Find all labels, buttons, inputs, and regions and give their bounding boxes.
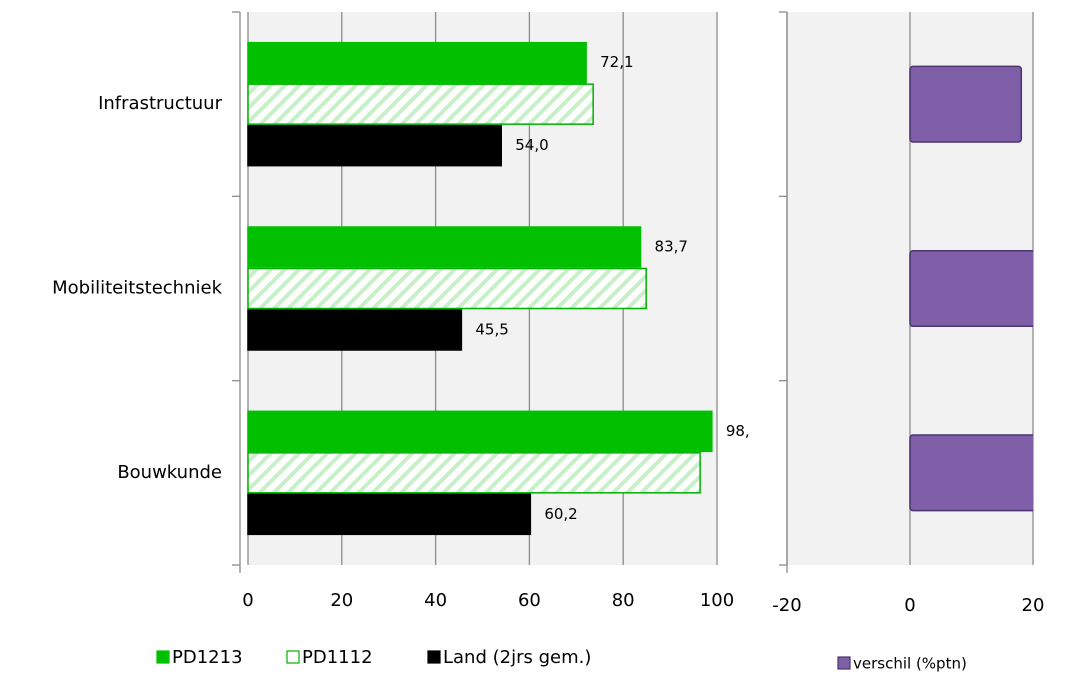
bars — [909, 65, 1033, 512]
bar — [247, 410, 713, 453]
legend-swatch — [156, 650, 170, 664]
bar — [247, 83, 594, 125]
value-label: 45,5 — [475, 321, 508, 339]
value-label: 98, — [726, 422, 750, 440]
value-label: 72,1 — [600, 53, 633, 71]
legend-swatch — [837, 656, 851, 670]
legend-swatch — [286, 650, 300, 664]
y-tick-label: Mobiliteitstechniek — [52, 278, 222, 299]
bar — [909, 65, 1023, 143]
value-label: 54,0 — [515, 136, 548, 154]
legend-label: Land (2jrs gem.) — [443, 647, 591, 668]
x-tick-label: 40 — [424, 590, 447, 611]
legend-swatch — [427, 650, 441, 664]
bar — [247, 452, 701, 494]
y-tick-label: Bouwkunde — [117, 462, 222, 483]
legend-label: verschil (%ptn) — [853, 655, 967, 673]
bar — [247, 124, 503, 167]
value-label: 60,2 — [544, 505, 577, 523]
value-label: 83,7 — [655, 238, 688, 256]
x-tick-label: 80 — [612, 590, 635, 611]
bar — [247, 493, 532, 536]
bar — [247, 226, 642, 268]
bar — [247, 309, 463, 351]
x-tick-label: 100 — [700, 590, 734, 611]
x-tick-label: -20 — [772, 595, 801, 616]
x-tick-label: 60 — [518, 590, 541, 611]
legend-label: PD1112 — [302, 647, 373, 668]
x-tick-label: 20 — [330, 590, 353, 611]
bars — [247, 41, 713, 536]
x-tick-label: 0 — [904, 595, 915, 616]
bar — [909, 249, 1033, 328]
bar — [247, 267, 647, 310]
y-tick-label: Infrastructuur — [98, 93, 222, 114]
bar — [247, 41, 587, 84]
bar — [909, 434, 1033, 512]
legend-label: PD1213 — [172, 647, 243, 668]
x-tick-label: 0 — [242, 590, 253, 611]
x-tick-label: 20 — [1022, 595, 1045, 616]
